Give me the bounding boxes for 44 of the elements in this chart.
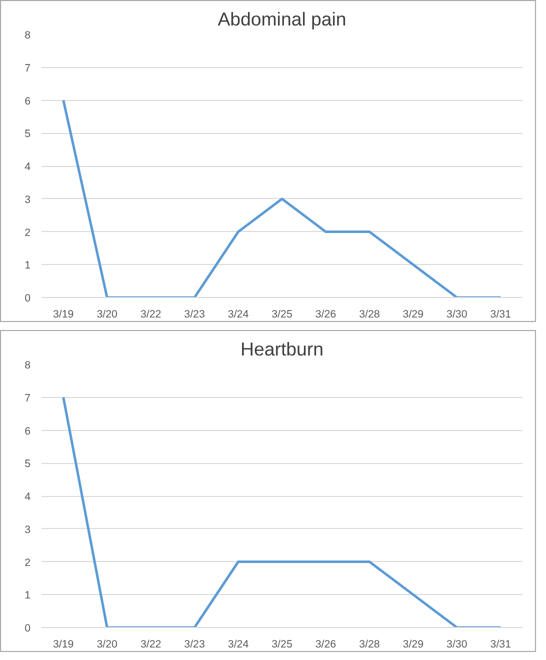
x-tick-label: 3/20 — [96, 638, 118, 650]
x-tick-label: 3/30 — [446, 638, 468, 650]
x-tick-label: 3/31 — [490, 638, 512, 650]
line-series — [62, 99, 502, 298]
y-tick-label: 2 — [24, 556, 31, 569]
y-tick-label: 6 — [24, 425, 31, 438]
x-tick-label: 3/28 — [359, 308, 380, 320]
x-tick-label: 3/24 — [228, 638, 249, 650]
y-tick-label: 8 — [24, 30, 31, 42]
y-tick-label: 8 — [24, 360, 31, 372]
x-tick-label: 3/23 — [184, 308, 205, 320]
y-tick-label: 5 — [24, 128, 31, 140]
x-tick-label: 3/26 — [315, 308, 336, 320]
y-tick-label: 6 — [24, 95, 31, 108]
x-tick-label: 3/19 — [52, 638, 74, 650]
x-tick-label: 3/29 — [402, 638, 424, 650]
y-tick-label: 3 — [24, 524, 31, 536]
x-tick-label: 3/30 — [446, 308, 468, 320]
x-tick-label: 3/22 — [140, 638, 162, 650]
chart-title: Heartburn — [240, 338, 324, 360]
x-tick-label: 3/25 — [272, 638, 292, 650]
y-tick-label: 5 — [24, 458, 31, 470]
x-tick-label: 3/28 — [359, 638, 380, 650]
x-tick-label: 3/22 — [140, 308, 162, 320]
y-tick-label: 1 — [24, 590, 31, 602]
y-tick-label: 4 — [24, 491, 31, 503]
x-tick-label: 3/25 — [272, 308, 292, 320]
y-tick-label: 4 — [24, 161, 31, 173]
y-tick-label: 0 — [24, 622, 31, 634]
x-tick-label: 3/20 — [96, 308, 118, 320]
x-tick-label: 3/26 — [315, 638, 336, 650]
y-tick-label: 1 — [24, 260, 31, 272]
chart-title: Abdominal pain — [218, 8, 346, 30]
x-tick-label: 3/29 — [402, 308, 424, 320]
y-tick-label: 7 — [24, 62, 31, 74]
x-tick-label: 3/31 — [490, 308, 512, 320]
y-tick-label: 2 — [24, 226, 31, 239]
x-tick-label: 3/24 — [228, 308, 249, 320]
y-tick-label: 0 — [24, 292, 31, 304]
y-tick-label: 3 — [24, 194, 31, 206]
line-series — [62, 396, 502, 628]
x-tick-label: 3/19 — [52, 308, 74, 320]
x-tick-label: 3/23 — [184, 638, 205, 650]
y-tick-label: 7 — [24, 392, 31, 404]
